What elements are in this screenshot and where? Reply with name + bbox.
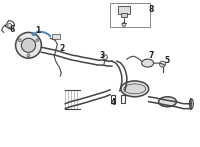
Circle shape — [16, 32, 41, 58]
Ellipse shape — [121, 81, 149, 97]
Circle shape — [27, 54, 30, 57]
Circle shape — [122, 22, 126, 26]
Ellipse shape — [142, 59, 154, 67]
Text: 1: 1 — [35, 26, 40, 35]
Text: 4: 4 — [110, 98, 116, 107]
Text: 3: 3 — [99, 51, 105, 60]
Ellipse shape — [159, 97, 176, 107]
Bar — [118, 6, 130, 14]
Circle shape — [18, 39, 21, 42]
Text: 5: 5 — [164, 56, 169, 65]
Text: 8: 8 — [149, 5, 154, 14]
Circle shape — [160, 61, 166, 67]
Circle shape — [32, 33, 35, 36]
Text: 7: 7 — [149, 51, 154, 60]
Circle shape — [8, 24, 12, 27]
Circle shape — [36, 39, 39, 42]
Bar — [121, 13, 127, 17]
Circle shape — [21, 38, 36, 52]
Text: 2: 2 — [60, 44, 65, 53]
Bar — [110, 3, 150, 27]
Bar — [52, 34, 60, 39]
Text: 6: 6 — [10, 25, 15, 34]
Ellipse shape — [124, 84, 146, 94]
Ellipse shape — [189, 99, 193, 109]
Circle shape — [102, 55, 107, 60]
